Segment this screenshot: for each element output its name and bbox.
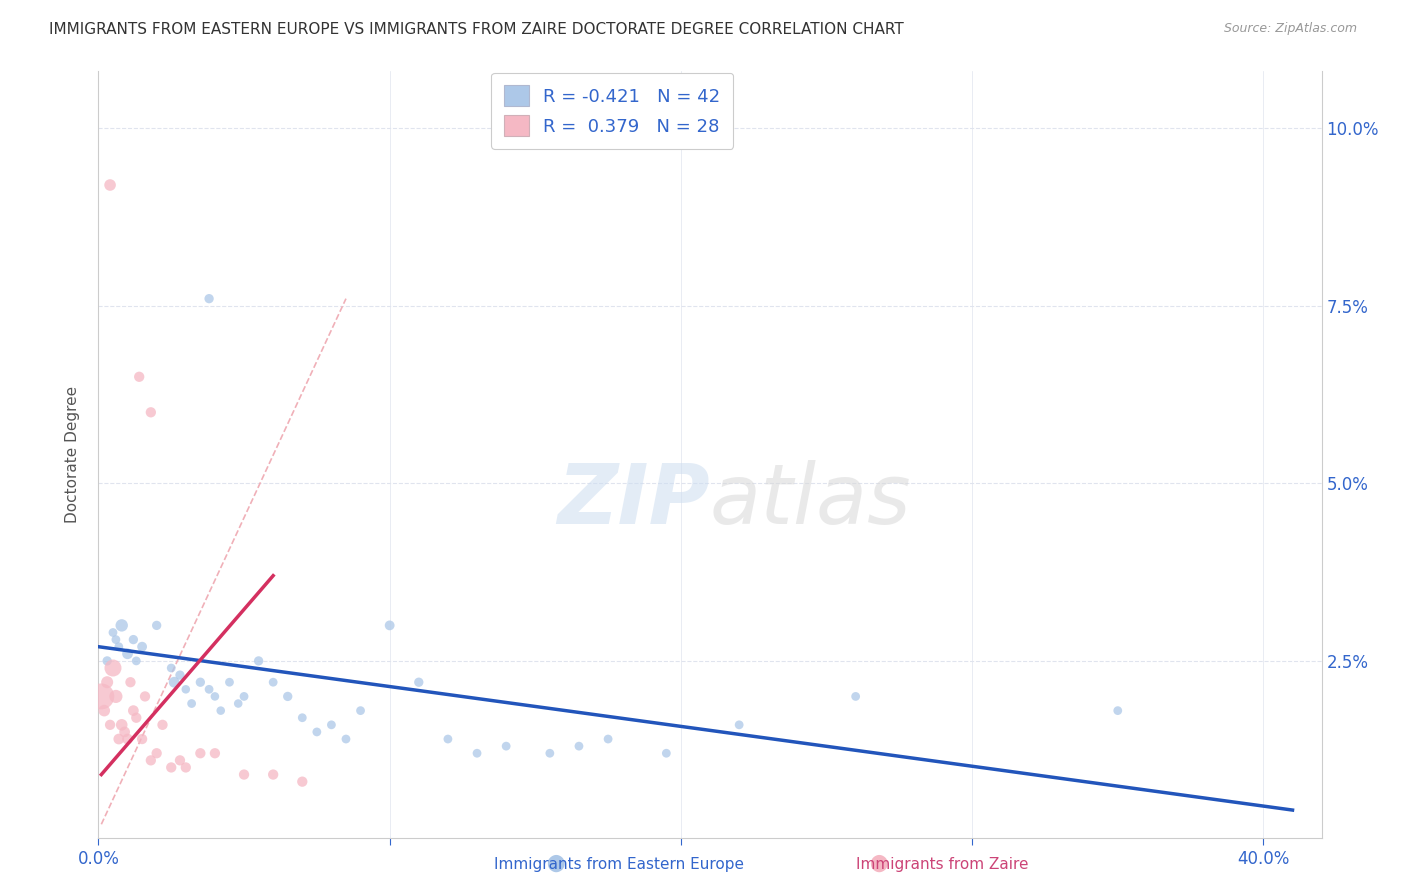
Point	[226, 697, 249, 711]
Point	[335, 732, 357, 747]
Point	[131, 640, 153, 654]
Point	[96, 654, 118, 668]
Point	[204, 690, 226, 704]
Point	[125, 711, 148, 725]
Text: ⬤: ⬤	[546, 855, 565, 872]
Point	[145, 618, 167, 632]
Text: ZIP: ZIP	[557, 460, 710, 541]
Point	[120, 675, 142, 690]
Point	[209, 704, 232, 718]
Point	[198, 682, 221, 697]
Point	[188, 675, 212, 690]
Point	[169, 753, 191, 767]
Point	[321, 718, 343, 732]
Point	[174, 682, 197, 697]
Point	[198, 292, 221, 306]
Point	[204, 746, 226, 760]
Point	[139, 753, 162, 767]
Point	[117, 732, 139, 747]
Point	[349, 704, 371, 718]
Point	[568, 739, 591, 753]
Point	[108, 640, 131, 654]
Text: ⬤: ⬤	[869, 855, 889, 872]
Point	[114, 725, 136, 739]
Point	[163, 675, 186, 690]
Point	[145, 746, 167, 760]
Point	[134, 690, 156, 704]
Point	[655, 746, 678, 760]
Point	[152, 718, 174, 732]
Point	[596, 732, 619, 747]
Point	[233, 767, 256, 781]
Point	[845, 690, 868, 704]
Point	[262, 767, 284, 781]
Point	[538, 746, 561, 760]
Point	[101, 661, 124, 675]
Point	[108, 732, 131, 747]
Point	[262, 675, 284, 690]
Point	[1107, 704, 1129, 718]
Point	[98, 178, 121, 192]
Point	[188, 746, 212, 760]
Point	[218, 675, 240, 690]
Point	[122, 632, 145, 647]
Point	[98, 718, 121, 732]
Point	[437, 732, 460, 747]
Text: Immigrants from Zaire: Immigrants from Zaire	[856, 857, 1028, 872]
Point	[378, 618, 401, 632]
Point	[174, 760, 197, 774]
Point	[139, 405, 162, 419]
Point	[247, 654, 270, 668]
Text: Immigrants from Eastern Europe: Immigrants from Eastern Europe	[494, 857, 744, 872]
Text: IMMIGRANTS FROM EASTERN EUROPE VS IMMIGRANTS FROM ZAIRE DOCTORATE DEGREE CORRELA: IMMIGRANTS FROM EASTERN EUROPE VS IMMIGR…	[49, 22, 904, 37]
Point	[305, 725, 328, 739]
Point	[408, 675, 430, 690]
Point	[160, 760, 183, 774]
Point	[169, 668, 191, 682]
Point	[117, 647, 139, 661]
Point	[728, 718, 751, 732]
Point	[180, 697, 202, 711]
Point	[96, 675, 118, 690]
Y-axis label: Doctorate Degree: Doctorate Degree	[65, 386, 80, 524]
Point	[111, 618, 134, 632]
Point	[104, 690, 127, 704]
Legend: R = -0.421   N = 42, R =  0.379   N = 28: R = -0.421 N = 42, R = 0.379 N = 28	[491, 73, 734, 149]
Point	[104, 632, 127, 647]
Point	[128, 369, 150, 384]
Point	[131, 732, 153, 747]
Point	[233, 690, 256, 704]
Point	[111, 718, 134, 732]
Point	[101, 625, 124, 640]
Point	[90, 690, 112, 704]
Point	[125, 654, 148, 668]
Point	[277, 690, 299, 704]
Point	[495, 739, 517, 753]
Point	[93, 704, 115, 718]
Text: atlas: atlas	[710, 460, 911, 541]
Point	[291, 774, 314, 789]
Point	[465, 746, 488, 760]
Point	[160, 661, 183, 675]
Text: Source: ZipAtlas.com: Source: ZipAtlas.com	[1223, 22, 1357, 36]
Point	[122, 704, 145, 718]
Point	[291, 711, 314, 725]
